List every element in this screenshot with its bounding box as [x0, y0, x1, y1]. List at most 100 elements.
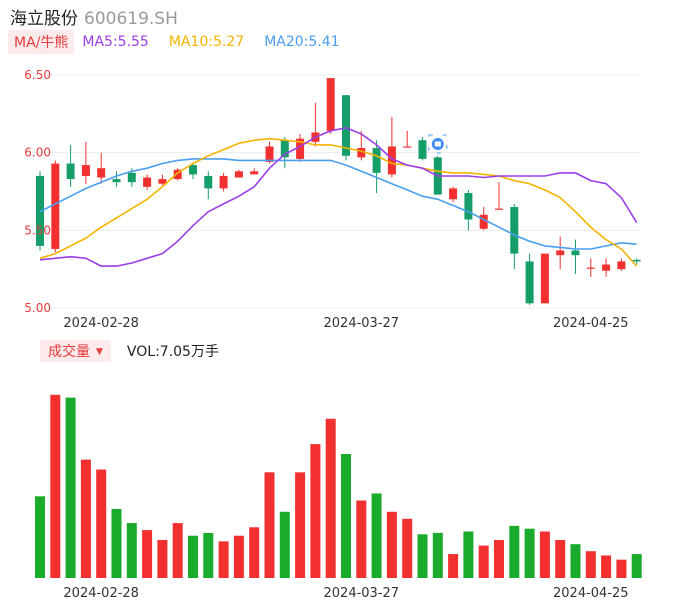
- volume-bar: [111, 508, 122, 578]
- volume-bar: [509, 525, 520, 578]
- candle-body: [342, 95, 350, 156]
- volume-bar: [585, 551, 596, 578]
- candle-body: [112, 179, 121, 183]
- candle-body: [510, 207, 519, 254]
- volume-bar: [310, 444, 321, 578]
- candle-body: [586, 267, 595, 269]
- volume-value: VOL:7.05万手: [126, 344, 219, 360]
- candle: [403, 130, 412, 148]
- candle-body: [66, 163, 75, 180]
- volume-bar: [432, 532, 443, 578]
- news-marker-icon[interactable]: [428, 134, 448, 154]
- candle: [586, 258, 595, 277]
- volume-bar: [157, 539, 168, 578]
- candle: [525, 253, 534, 305]
- candle: [219, 172, 228, 192]
- candle: [510, 203, 519, 270]
- volume-bar: [478, 545, 489, 578]
- candle: [571, 239, 580, 274]
- candle: [280, 137, 289, 169]
- volume-bar: [417, 534, 428, 578]
- candle-body: [617, 261, 626, 270]
- candle-body: [127, 172, 136, 183]
- ma10-label: MA10:5.27: [168, 34, 245, 50]
- ma10-line: [39, 137, 638, 267]
- candle: [97, 152, 106, 184]
- price-grid: [32, 74, 640, 309]
- candle: [189, 163, 197, 180]
- volume-indicator-button[interactable]: 成交量 ▼: [40, 340, 111, 362]
- volume-bar: [126, 523, 137, 578]
- candle: [617, 258, 626, 271]
- x-tick-label: 2024-02-28: [63, 316, 139, 331]
- volume-bar: [371, 493, 382, 578]
- volume-bar: [50, 394, 61, 578]
- candle-body: [189, 165, 197, 175]
- candle-body: [556, 250, 565, 256]
- volume-bar: [142, 530, 153, 578]
- volume-bar: [463, 531, 474, 578]
- candle-body: [632, 259, 641, 262]
- x-tick-label: 2024-04-25: [553, 586, 629, 601]
- date-axis: 2024-02-28 2024-02-28 2024-03-27 2024-03-27…: [63, 316, 628, 601]
- ma20-line: [39, 158, 637, 250]
- candle: [204, 171, 213, 200]
- volume-bar: [188, 535, 198, 578]
- candle: [540, 253, 549, 304]
- volume-bar: [172, 523, 183, 578]
- candle: [357, 130, 366, 161]
- volume-bar: [65, 397, 76, 578]
- volume-bar: [448, 554, 459, 578]
- ma-indicator-button[interactable]: MA/牛熊: [8, 30, 75, 54]
- candle: [158, 174, 167, 186]
- ma-lines: [39, 127, 638, 267]
- candle: [143, 174, 152, 190]
- volume-bar: [616, 559, 627, 578]
- candle-body: [219, 175, 228, 189]
- candle-body: [326, 78, 335, 131]
- y-tick-label: 5.50: [24, 223, 51, 237]
- candle: [418, 137, 427, 161]
- ma-legend: MA/牛熊 MA5:5.55 MA10:5.27 MA20:5.41: [8, 30, 360, 54]
- candle-body: [540, 253, 549, 304]
- volume-bar: [601, 555, 612, 578]
- candle: [51, 160, 60, 253]
- candle-body: [403, 146, 412, 148]
- volume-bar: [295, 472, 306, 578]
- volume-bar: [356, 500, 367, 578]
- volume-bar: [539, 531, 550, 578]
- candle: [326, 78, 335, 135]
- candle-body: [449, 188, 458, 200]
- candle: [449, 186, 458, 203]
- candle-body: [602, 264, 611, 271]
- y-tick-label: 6.50: [24, 68, 51, 82]
- candle: [112, 171, 121, 187]
- price-axis: 6.50 6.00 5.50 5.00: [24, 68, 51, 315]
- candle: [296, 134, 305, 162]
- volume-bar: [386, 511, 397, 578]
- candle-body: [81, 165, 90, 176]
- candle-body: [525, 261, 534, 304]
- volume-button-label: 成交量: [48, 344, 90, 360]
- ma20-label: MA20:5.41: [264, 34, 340, 50]
- volume-bar: [524, 528, 535, 578]
- candle-body: [495, 208, 503, 210]
- volume-bar: [203, 532, 214, 578]
- candle-body: [357, 148, 366, 158]
- candle: [311, 102, 320, 147]
- candle: [250, 168, 259, 175]
- stock-name: 海立股份: [10, 9, 78, 29]
- stock-code: 600619.SH: [84, 9, 178, 29]
- volume-bars: [35, 394, 642, 578]
- ma5-line: [39, 127, 638, 267]
- volume-bar: [96, 469, 107, 578]
- candle: [556, 236, 565, 270]
- candle: [387, 116, 396, 178]
- candle-body: [372, 148, 381, 173]
- candle-body: [158, 179, 167, 184]
- volume-bar: [35, 496, 45, 578]
- candle-body: [250, 171, 259, 175]
- candle-body: [97, 168, 106, 178]
- candle: [372, 140, 381, 194]
